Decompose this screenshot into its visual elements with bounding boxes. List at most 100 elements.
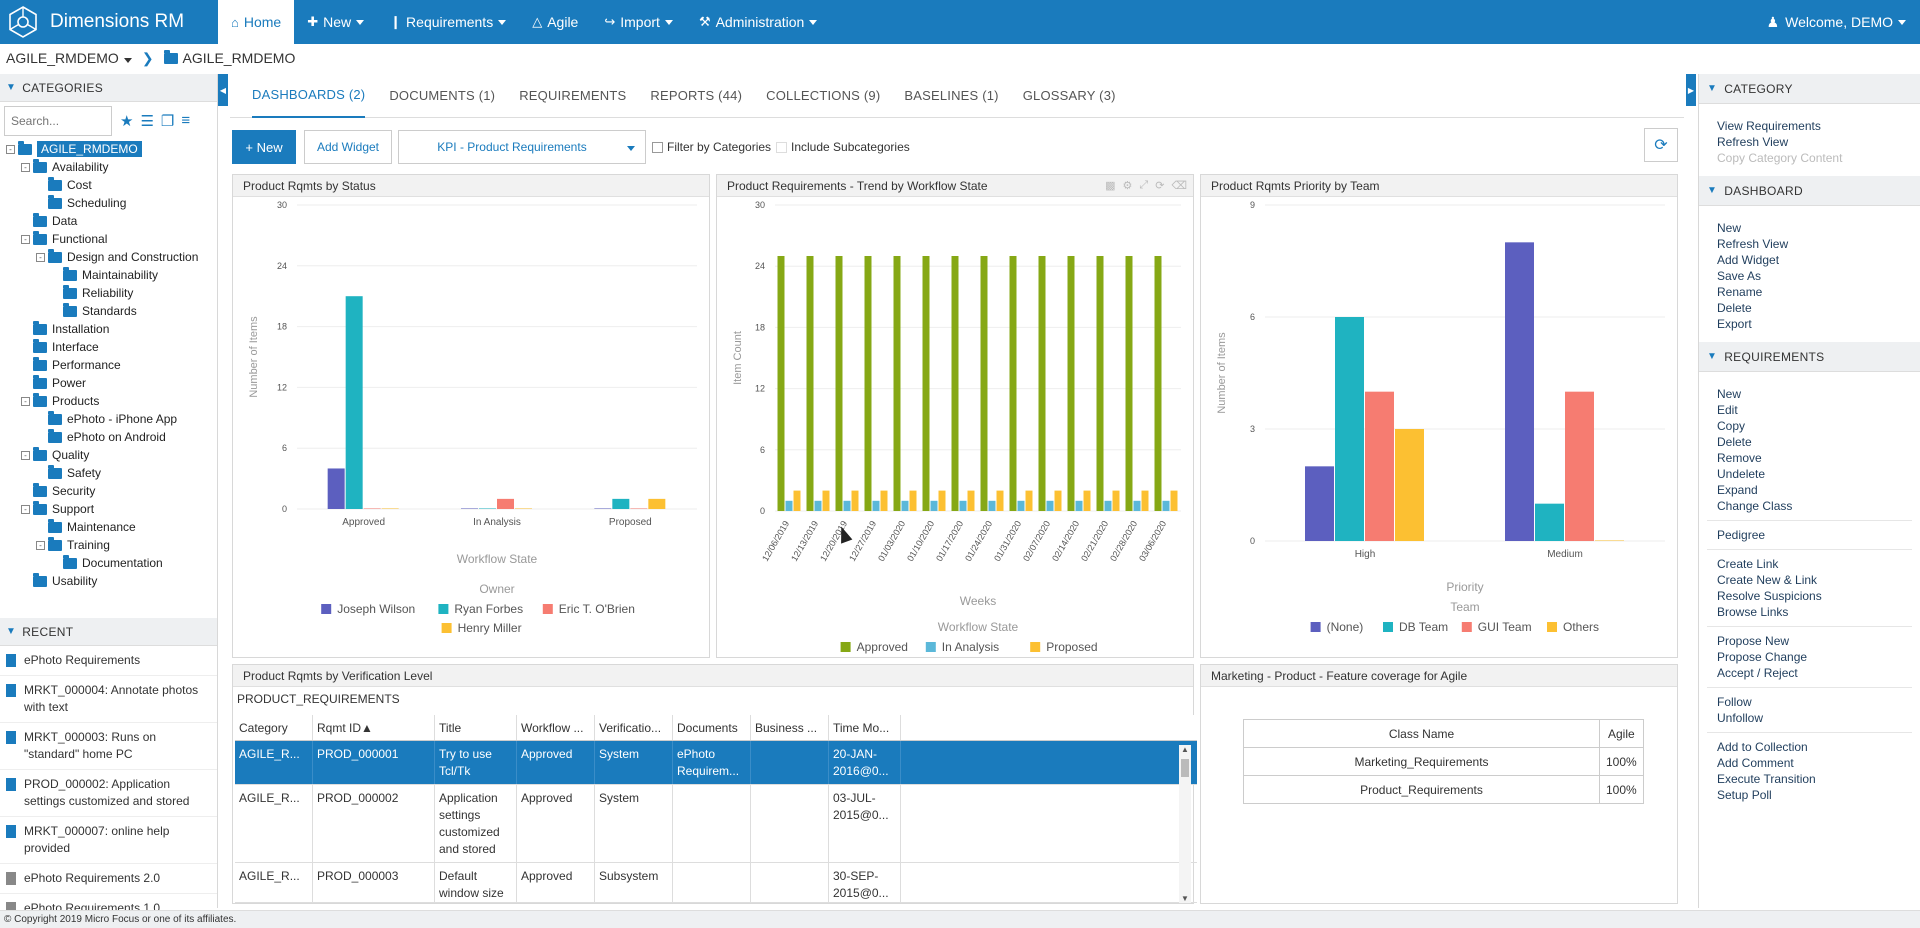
copy-icon[interactable]: ❐ [160, 113, 175, 130]
tree-node[interactable]: Standards [0, 302, 217, 320]
tree-node[interactable]: Maintenance [0, 518, 217, 536]
categories-header[interactable]: ▼ CATEGORIES [0, 74, 217, 102]
nav-item-home[interactable]: ⌂ Home [218, 0, 295, 44]
include-subcategories-checkbox[interactable]: Include Subcategories [776, 140, 910, 154]
scroll-up-icon[interactable]: ▲ [1181, 745, 1189, 754]
chart-icon[interactable]: ▩ [1105, 180, 1116, 192]
recent-item[interactable]: PROD_000002: Application settings custom… [0, 770, 217, 817]
tree-node[interactable]: - Products [0, 392, 217, 410]
trash-icon[interactable]: ⌫ [1171, 180, 1187, 192]
tree-node[interactable]: Data [0, 212, 217, 230]
recent-item[interactable]: MRKT_000003: Runs on "standard" home PC [0, 723, 217, 770]
expand-icon[interactable]: ⤢ [1139, 179, 1149, 191]
tab-glossary[interactable]: GLOSSARY (3) [1022, 88, 1116, 103]
scroll-thumb[interactable] [1181, 759, 1189, 777]
column-header[interactable]: Workflow ... [517, 715, 595, 740]
action-link[interactable]: Pedigree [1717, 528, 1766, 542]
action-link[interactable]: Execute Transition [1717, 772, 1816, 786]
tree-node[interactable]: Interface [0, 338, 217, 356]
tree-node[interactable]: - Functional [0, 230, 217, 248]
action-link[interactable]: Browse Links [1717, 605, 1789, 619]
tree-node[interactable]: Reliability [0, 284, 217, 302]
action-link[interactable]: Change Class [1717, 499, 1793, 513]
tree-node[interactable]: Performance [0, 356, 217, 374]
column-header[interactable]: Category [235, 715, 313, 740]
tree-node[interactable]: - Availability [0, 158, 217, 176]
column-header[interactable]: Time Mo... [829, 715, 901, 740]
column-header[interactable]: Documents [673, 715, 751, 740]
action-link[interactable]: Undelete [1717, 467, 1766, 481]
action-link[interactable]: Expand [1717, 483, 1758, 497]
column-header[interactable]: Rqmt ID▲ [313, 715, 435, 740]
action-link[interactable]: Resolve Suspicions [1717, 589, 1822, 603]
tree-node[interactable]: Documentation [0, 554, 217, 572]
new-dashboard-button[interactable]: + New [232, 130, 296, 164]
refresh-dashboard-button[interactable]: ⟳ [1644, 128, 1678, 162]
table-row[interactable]: AGILE_R... PROD_000003 Default window size… [235, 863, 1197, 903]
requirements-section-header[interactable]: ▼ REQUIREMENTS [1699, 342, 1920, 372]
nav-item-new[interactable]: ✚ New [294, 0, 377, 44]
recent-item[interactable]: ePhoto Requirements [0, 646, 217, 676]
tree-toggle-icon[interactable]: - [21, 234, 30, 244]
brand[interactable]: Dimensions RM [6, 4, 184, 40]
tree-node[interactable]: - AGILE_RMDEMO [0, 140, 217, 158]
action-link[interactable]: View Requirements [1717, 119, 1821, 133]
user-menu[interactable]: ♟ Welcome, DEMO [1767, 0, 1906, 44]
tree-toggle-icon[interactable]: - [21, 450, 30, 460]
table-row[interactable]: AGILE_R... PROD_000002 Application setting… [235, 785, 1197, 863]
category-section-header[interactable]: ▼ CATEGORY [1699, 74, 1920, 104]
action-link[interactable]: Propose New [1717, 634, 1790, 648]
tree-node[interactable]: Usability [0, 572, 217, 590]
tab-baselines[interactable]: BASELINES (1) [904, 88, 999, 103]
breadcrumb-current[interactable]: AGILE_RMDEMO [163, 50, 295, 66]
tree-node[interactable]: Installation [0, 320, 217, 338]
action-link[interactable]: Export [1717, 317, 1752, 331]
nav-item-agile[interactable]: △ Agile [532, 14, 579, 30]
action-link[interactable]: Add to Collection [1717, 740, 1808, 754]
tree-toggle-icon[interactable]: - [36, 540, 45, 550]
tree-toggle-icon[interactable]: - [21, 162, 30, 172]
action-link[interactable]: New [1717, 221, 1742, 235]
action-link[interactable]: Rename [1717, 285, 1763, 299]
action-link[interactable]: Propose Change [1717, 650, 1808, 664]
action-link[interactable]: Unfollow [1717, 711, 1764, 725]
nav-item-import[interactable]: ↪ Import [591, 0, 686, 44]
category-search-input[interactable] [4, 106, 112, 136]
action-link[interactable]: Save As [1717, 269, 1762, 283]
dashboard-select[interactable]: KPI - Product Requirements [398, 130, 646, 164]
tab-reports[interactable]: REPORTS (44) [650, 88, 743, 103]
nav-item-requirements[interactable]: ❙ Requirements [377, 0, 519, 44]
recent-item[interactable]: MRKT_000004: Annotate photos with text [0, 676, 217, 723]
scroll-down-icon[interactable]: ▼ [1181, 894, 1189, 903]
tree-node[interactable]: - Support [0, 500, 217, 518]
tab-collections[interactable]: COLLECTIONS (9) [766, 88, 881, 103]
action-link[interactable]: Refresh View [1717, 135, 1789, 149]
tree-node[interactable]: Maintainability [0, 266, 217, 284]
tree-toggle-icon[interactable]: - [6, 144, 15, 154]
tree-toggle-icon[interactable]: - [21, 504, 30, 514]
tree-node[interactable]: Cost [0, 176, 217, 194]
list-icon[interactable]: ≡ [181, 112, 191, 129]
gear-icon[interactable]: ⚙ [1122, 180, 1133, 192]
action-link[interactable]: Accept / Reject [1717, 666, 1798, 680]
action-link[interactable]: New [1717, 387, 1742, 401]
tab-dashboards[interactable]: DASHBOARDS (2) [252, 74, 366, 118]
dashboard-section-header[interactable]: ▼ DASHBOARD [1699, 176, 1920, 206]
recent-header[interactable]: ▼ RECENT [0, 618, 217, 646]
tab-requirements[interactable]: REQUIREMENTS [519, 88, 627, 103]
tree-toggle-icon[interactable]: - [36, 252, 45, 262]
nav-item-administration[interactable]: ⚒ Administration [686, 0, 830, 44]
tree-node[interactable]: - Training [0, 536, 217, 554]
action-link[interactable]: Edit [1717, 403, 1738, 417]
refresh-icon[interactable]: ⟳ [1155, 180, 1165, 192]
filter-by-categories-checkbox[interactable]: Filter by Categories [652, 140, 771, 154]
collapse-right-panel-button[interactable]: ▶ [1686, 74, 1696, 106]
recent-item[interactable]: ePhoto Requirements 2.0 [0, 864, 217, 894]
tree-node[interactable]: ePhoto - iPhone App [0, 410, 217, 428]
collapse-left-panel-button[interactable]: ◀ [218, 74, 228, 106]
action-link[interactable]: Add Comment [1717, 756, 1794, 770]
action-link[interactable]: Create New & Link [1717, 573, 1818, 587]
action-link[interactable]: Setup Poll [1717, 788, 1772, 802]
tab-documents[interactable]: DOCUMENTS (1) [389, 88, 496, 103]
star-icon[interactable]: ★ [120, 113, 134, 130]
